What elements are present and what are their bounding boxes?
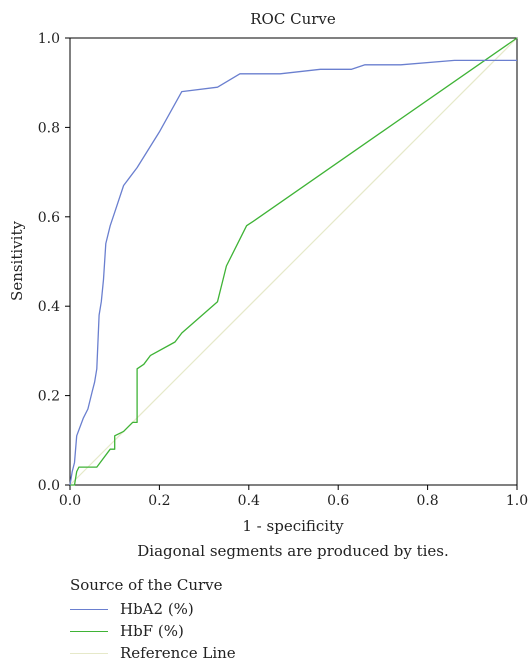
- legend-item-hbf: HbF (%): [70, 620, 236, 642]
- ties-note: Diagonal segments are produced by ties.: [137, 542, 448, 560]
- reference-line: [69, 37, 518, 486]
- y-tick-label: 0.4: [38, 299, 60, 315]
- legend-swatch-hba2: [70, 608, 108, 610]
- axis-ticks: 0.0 0.2 0.4 0.6 0.8 1.0 0.0 0.2 0.4 0.6 0.8 1.0: [38, 31, 528, 509]
- legend-swatch-hbf: [70, 630, 108, 632]
- x-tick-label: 0.4: [238, 493, 260, 509]
- legend-label-hbf: HbF (%): [120, 622, 184, 640]
- legend-swatch-reference: [70, 652, 108, 654]
- y-tick-label: 0.0: [38, 478, 60, 494]
- y-tick-label: 0.2: [38, 389, 60, 405]
- plot-frame: [69, 37, 518, 486]
- x-tick-label: 0.0: [59, 493, 81, 509]
- y-tick-label: 0.8: [38, 120, 60, 136]
- series-lines: [69, 37, 518, 486]
- hba2-curve: [69, 59, 517, 486]
- y-axis-label: Sensitivity: [8, 221, 26, 301]
- x-tick-label: 1.0: [506, 493, 528, 509]
- legend-label-hba2: HbA2 (%): [120, 600, 194, 618]
- x-tick-label: 0.2: [148, 493, 170, 509]
- chart-title: ROC Curve: [250, 10, 336, 28]
- x-tick-label: 0.8: [416, 493, 438, 509]
- y-tick-label: 1.0: [38, 31, 60, 47]
- y-tick-label: 0.6: [38, 210, 60, 226]
- x-axis-label: 1 - specificity: [242, 517, 344, 535]
- legend-item-reference: Reference Line: [70, 642, 236, 664]
- legend-title: Source of the Curve: [70, 576, 223, 594]
- legend-item-hba2: HbA2 (%): [70, 598, 236, 620]
- hbf-curve: [70, 37, 518, 486]
- legend-label-reference: Reference Line: [120, 644, 236, 662]
- x-tick-label: 0.6: [327, 493, 349, 509]
- legend: Source of the Curve HbA2 (%) HbF (%) Ref…: [70, 576, 236, 664]
